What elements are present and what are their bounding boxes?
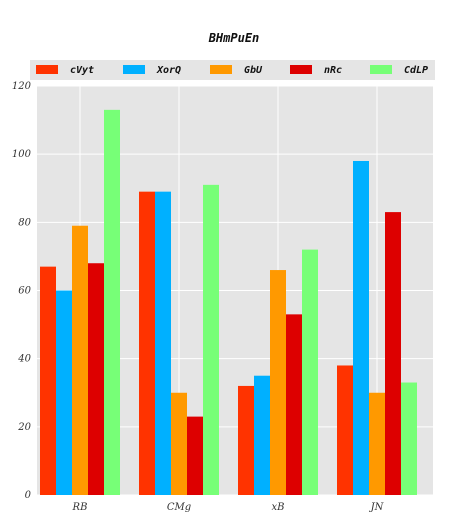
legend-label-cVyt: cVyt [70,65,94,76]
legend-label-XorQ: XorQ [156,65,181,76]
legend-swatch-CdLP [370,65,392,74]
bar-cVyt-CMg [139,191,155,496]
bar-CdLP-RB [104,109,120,495]
bar-nRc-RB [88,263,104,495]
bar-nRc-CMg [187,416,203,495]
bar-nRc-xB [286,314,302,495]
legend-label-GbU: GbU [244,65,263,76]
legend-swatch-nRc [290,65,312,74]
legend-swatch-GbU [210,65,232,74]
bar-cVyt-JN [337,365,353,495]
x-tick-label: xB [272,502,285,513]
bar-GbU-JN [369,392,385,495]
y-tick-label: 120 [12,81,32,92]
bar-nRc-JN [385,212,401,495]
y-axis: 0 20 40 60 80 100 120 [12,81,32,501]
y-tick-label: 0 [25,490,32,501]
bar-GbU-xB [270,270,286,495]
bar-GbU-RB [72,225,88,495]
chart-title: BHmPuEn [208,31,260,45]
bar-XorQ-JN [353,160,369,495]
y-tick-label: 40 [17,354,31,365]
bar-CdLP-JN [401,382,417,495]
y-tick-label: 100 [12,149,32,160]
bar-cVyt-RB [40,266,56,495]
x-tick-label: CMg [167,502,191,513]
x-tick-label: RB [72,502,88,513]
legend-swatch-cVyt [36,65,58,74]
x-axis: RB CMg xB JN [72,502,385,513]
legend-label-CdLP: CdLP [404,65,428,76]
bar-XorQ-CMg [155,191,171,496]
y-tick-label: 80 [18,217,31,228]
y-tick-label: 60 [18,286,31,297]
bars [40,109,417,496]
bar-cVyt-xB [238,385,254,495]
legend-swatch-XorQ [123,65,145,74]
bar-CdLP-xB [302,249,318,495]
bar-XorQ-xB [254,375,270,495]
legend-label-nRc: nRc [324,65,342,76]
y-tick-label: 20 [17,422,31,433]
bar-XorQ-RB [56,290,72,495]
bar-GbU-CMg [171,392,187,495]
x-tick-label: JN [369,502,385,513]
bar-CdLP-CMg [203,184,219,495]
legend: cVyt XorQ GbU nRc CdLP [36,65,428,76]
